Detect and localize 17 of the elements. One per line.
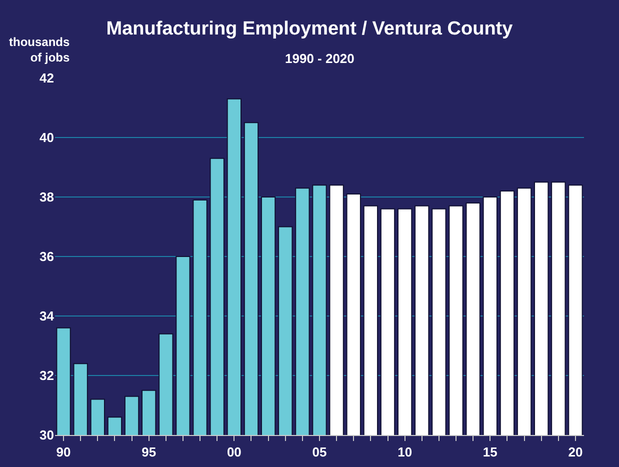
y-tick-label: 30 (40, 428, 54, 443)
y-tick-label: 42 (40, 70, 54, 86)
x-tick-label: 90 (56, 444, 71, 460)
y-tick-label: 36 (40, 249, 54, 264)
y-tick-label: 34 (40, 308, 55, 324)
y-tick-label: 32 (40, 368, 54, 384)
x-tick-label: 20 (568, 444, 583, 460)
x-tick-label: 05 (312, 444, 327, 460)
chart-title: Manufacturing Employment / Ventura County (106, 18, 514, 40)
y-axis-title: thousands of jobs (9, 35, 70, 65)
x-tick-label: 10 (398, 444, 412, 460)
chart-subtitle: 1990 - 2020 (285, 51, 354, 66)
x-tick-label: 15 (482, 444, 498, 460)
y-tick-label: 40 (40, 130, 54, 146)
y-tick-label: 38 (40, 190, 54, 205)
x-tick-label: 00 (226, 444, 242, 460)
x-tick-label: 95 (142, 444, 156, 460)
